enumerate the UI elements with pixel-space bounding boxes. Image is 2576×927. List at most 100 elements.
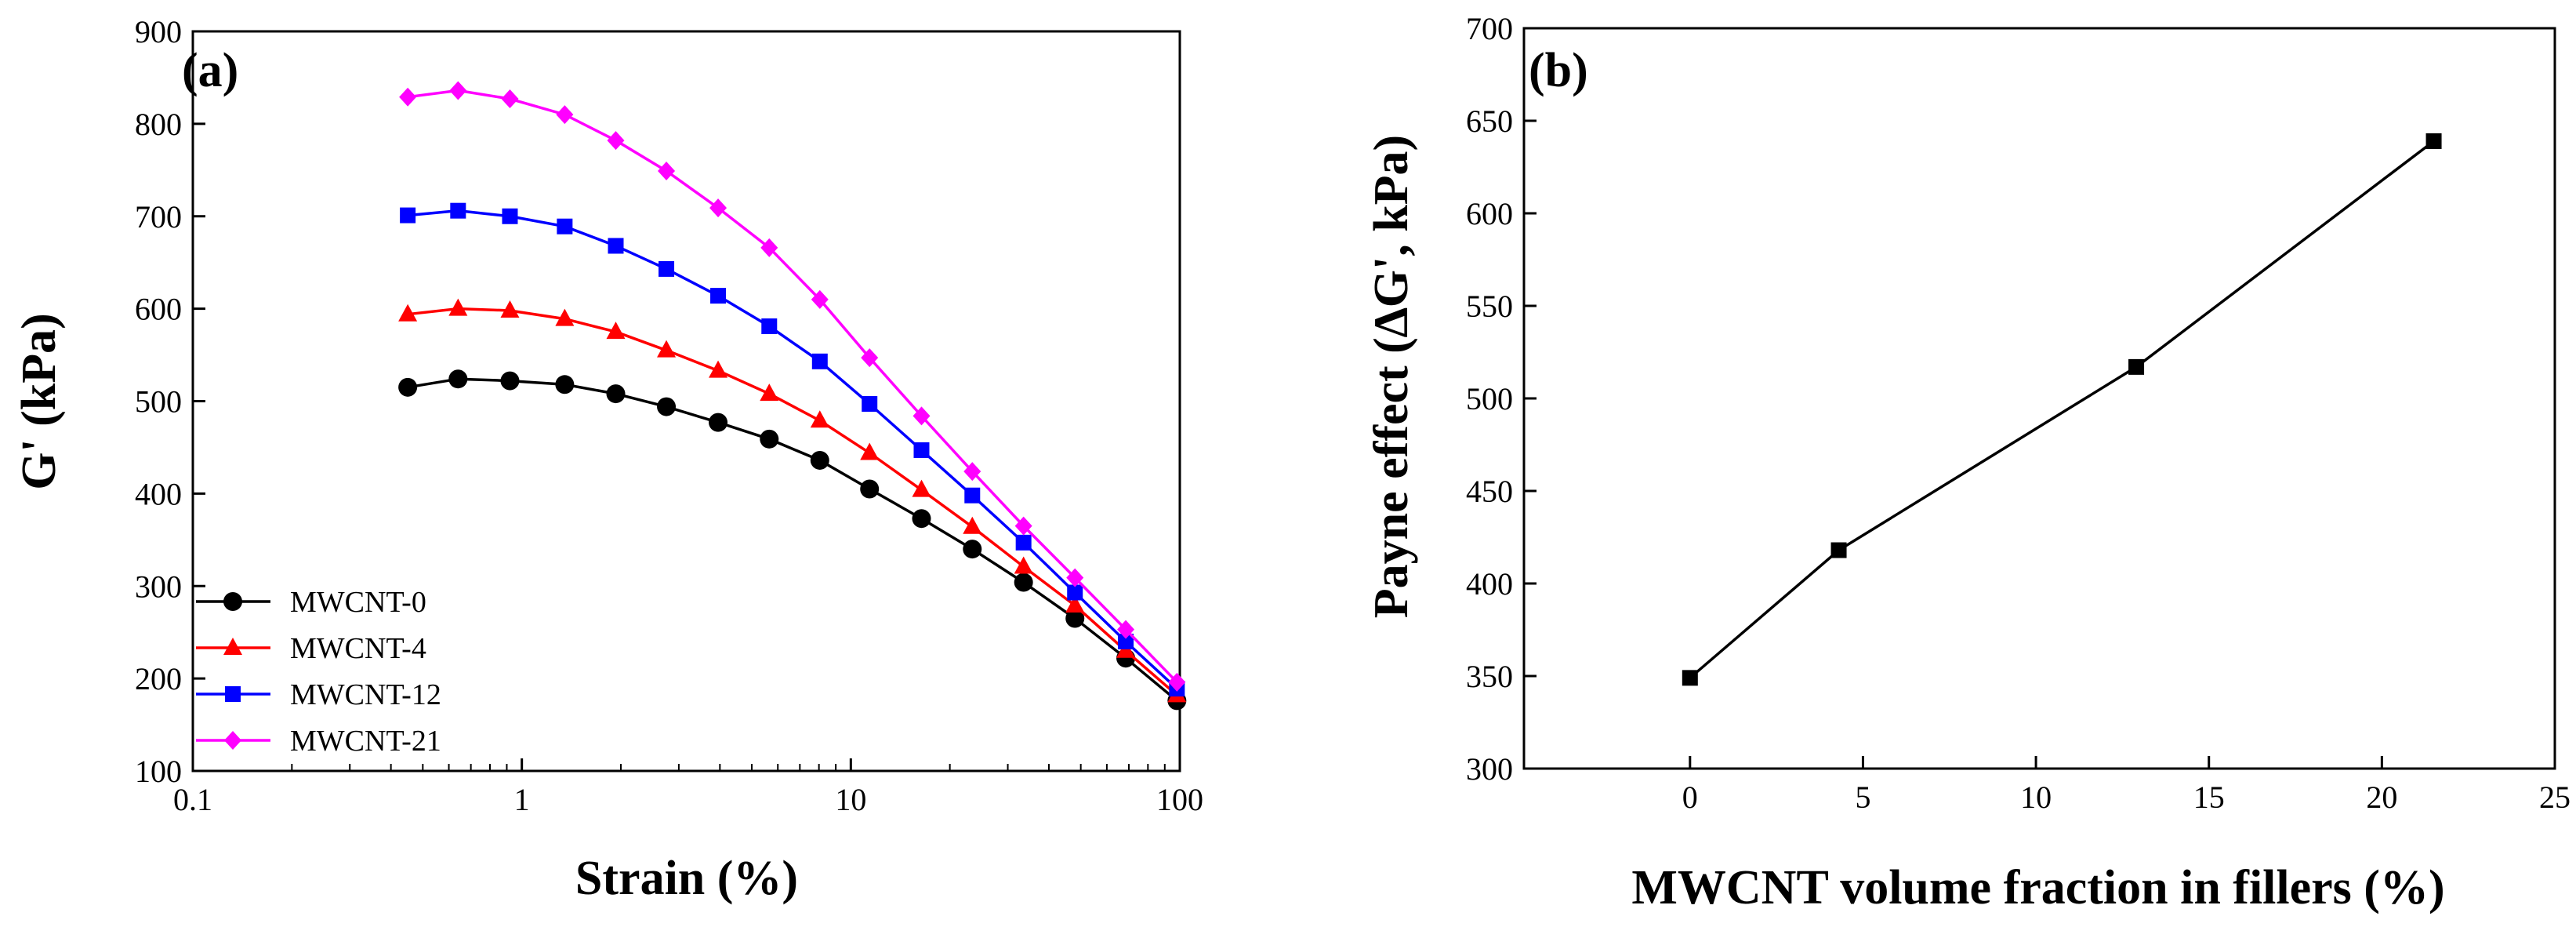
data-point	[1065, 595, 1085, 613]
legend-marker	[225, 686, 241, 702]
data-point	[556, 105, 574, 125]
data-point	[860, 479, 880, 499]
data-point	[1117, 620, 1135, 639]
series-MWCNT-0	[398, 369, 1187, 711]
panel-a-y-axis-title: G' (kPa)	[13, 313, 66, 490]
data-point	[709, 198, 727, 218]
series-MWCNT-12	[400, 202, 1185, 697]
panel-b-plot-frame	[1522, 27, 2556, 770]
series-line	[407, 209, 1178, 690]
data-point	[557, 218, 573, 234]
data-point	[912, 406, 931, 426]
panel-a-label: (a)	[182, 44, 238, 97]
x-tick-label: 1	[514, 782, 530, 817]
data-point	[502, 208, 518, 224]
data-point	[761, 318, 778, 335]
legend-entry: MWCNT-12	[196, 678, 441, 711]
data-point	[657, 340, 677, 358]
y-tick-label: 400	[135, 476, 182, 511]
x-tick-label: 5	[1855, 780, 1870, 815]
data-point	[963, 540, 982, 559]
y-tick-label: 700	[1466, 11, 1513, 46]
panel-b-x-axis-title: MWCNT volume fraction in fillers (%)	[1631, 861, 2444, 914]
data-point	[449, 81, 467, 100]
data-point	[606, 322, 626, 340]
data-point	[398, 304, 418, 322]
data-point	[709, 360, 728, 378]
data-point	[963, 462, 981, 482]
legend-label: MWCNT-21	[290, 725, 441, 758]
data-point	[450, 202, 466, 219]
data-point	[1065, 609, 1085, 628]
data-point	[608, 238, 624, 254]
data-point	[760, 238, 778, 257]
y-tick-label: 400	[1466, 566, 1513, 602]
y-tick-label: 600	[135, 292, 182, 327]
y-tick-label: 550	[1466, 289, 1513, 324]
series-MWCNT-21	[399, 81, 1186, 692]
legend-label: MWCNT-0	[290, 586, 426, 619]
data-point	[1067, 584, 1083, 601]
y-tick-label: 300	[1466, 751, 1513, 787]
data-point	[1118, 633, 1134, 649]
data-point	[811, 353, 828, 369]
data-point	[912, 479, 931, 497]
data-point	[500, 371, 520, 391]
data-point	[2128, 358, 2145, 375]
x-tick-label: 0.1	[173, 782, 212, 817]
data-point	[912, 509, 931, 529]
data-point	[2425, 133, 2442, 149]
data-point	[710, 288, 727, 304]
x-tick-label: 10	[2020, 780, 2052, 815]
data-point	[1014, 556, 1033, 574]
y-tick-label: 600	[1466, 196, 1513, 231]
data-point	[400, 207, 416, 224]
panel-b-y-ticks: 300 350 400 450 500 550 600 650 700	[1466, 11, 1537, 787]
panel-b-label: (b)	[1529, 44, 1588, 97]
y-tick-label: 350	[1466, 659, 1513, 694]
x-tick-label: 15	[2193, 780, 2225, 815]
y-tick-label: 200	[135, 661, 182, 696]
data-point	[555, 308, 575, 326]
legend-entry: MWCNT-4	[196, 632, 426, 665]
data-point	[1168, 672, 1186, 692]
y-tick-label: 500	[1466, 381, 1513, 416]
y-tick-label: 100	[135, 754, 182, 789]
panel-a-chart: 0.1 1 10 100 100 200 300 400 500 600 700 800 900 (a…	[13, 14, 1203, 905]
data-point	[760, 384, 779, 402]
panel-a-x-axis-title: Strain (%)	[575, 852, 798, 905]
data-point	[398, 377, 418, 397]
panel-a-series	[398, 81, 1187, 711]
data-point	[606, 384, 626, 404]
y-tick-label: 800	[135, 107, 182, 142]
data-point	[607, 131, 625, 151]
legend-label: MWCNT-4	[290, 632, 426, 665]
data-point	[760, 429, 779, 449]
panel-b-chart: 0 5 10 15 20 25 300 350 400 450 500 550 600 650 700 (…	[1365, 11, 2571, 914]
data-point	[709, 413, 728, 432]
series-line	[407, 377, 1178, 702]
data-point	[448, 369, 468, 389]
panel-b-x-ticks: 0 5 10 15 20 25	[1682, 756, 2571, 815]
panel-a-x-ticks: 0.1 1 10 100	[173, 758, 1203, 817]
series-MWCNT-4	[398, 298, 1187, 703]
data-point	[1015, 534, 1032, 551]
data-point	[811, 289, 829, 309]
x-tick-label: 0	[1682, 780, 1698, 815]
y-tick-label: 300	[135, 569, 182, 604]
y-tick-label: 900	[135, 14, 182, 49]
data-point	[1682, 670, 1698, 686]
data-point	[860, 442, 880, 460]
y-tick-label: 650	[1466, 104, 1513, 139]
data-point	[964, 487, 981, 503]
data-point	[555, 375, 575, 394]
data-point	[657, 397, 677, 416]
data-point	[913, 442, 930, 458]
data-point	[810, 410, 829, 428]
x-tick-label: 100	[1156, 782, 1203, 817]
x-tick-label: 20	[2366, 780, 2397, 815]
y-tick-label: 500	[135, 384, 182, 420]
series-line	[407, 307, 1178, 696]
x-tick-label: 10	[835, 782, 866, 817]
legend-marker	[223, 638, 242, 655]
